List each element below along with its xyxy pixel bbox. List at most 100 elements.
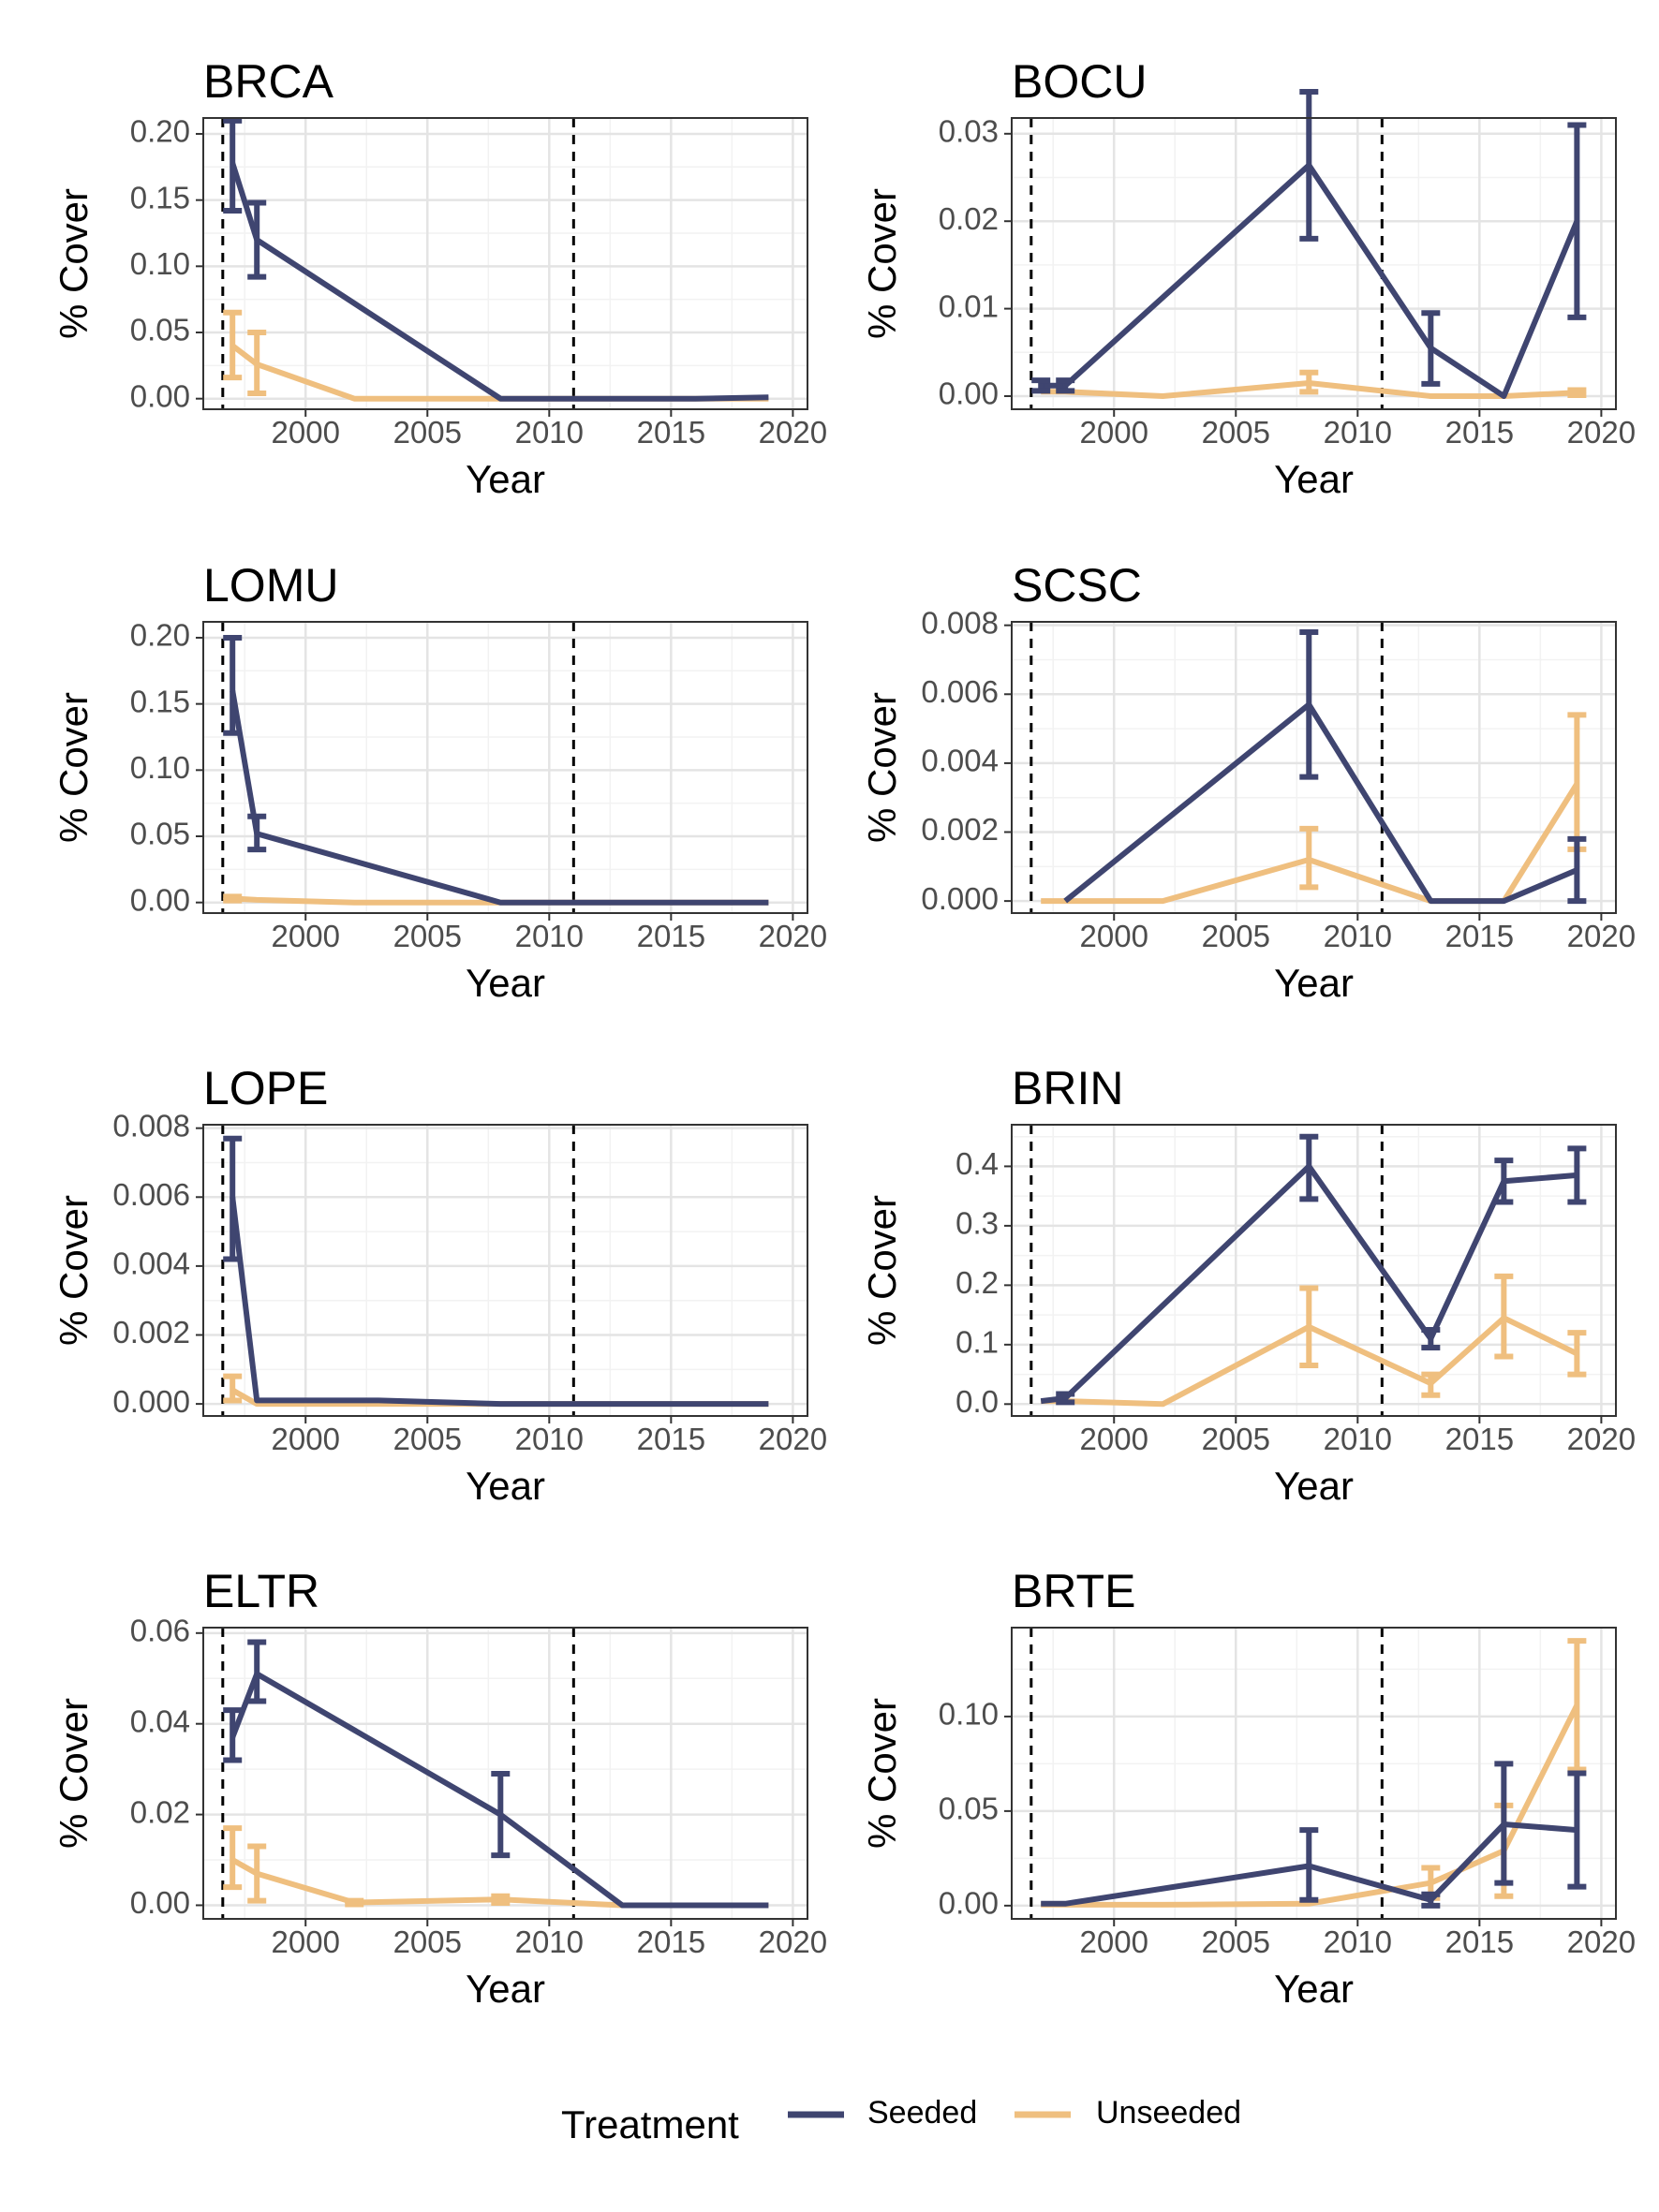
panel-border <box>202 621 808 914</box>
x-tick-label: 2010 <box>1324 415 1392 450</box>
x-tick-label: 2000 <box>1080 1924 1148 1959</box>
x-tick-label: 2000 <box>272 1924 340 1959</box>
x-tick-label: 2010 <box>515 1924 584 1959</box>
y-axis-title: % Cover <box>860 692 904 843</box>
panel-title: BOCU <box>1012 55 1147 108</box>
x-axis-title: Year <box>466 1967 545 2011</box>
x-tick-label: 2005 <box>1202 415 1270 450</box>
x-tick-label: 2015 <box>637 415 705 450</box>
y-tick-label: 0.01 <box>939 288 999 323</box>
x-tick-label: 2015 <box>637 1422 705 1456</box>
series-line-seeded <box>230 1671 769 1909</box>
x-tick-label: 2000 <box>272 415 340 450</box>
panel-title: BRTE <box>1012 1565 1135 1617</box>
x-tick-label: 2000 <box>1080 415 1148 450</box>
y-tick-label: 0.10 <box>939 1697 999 1732</box>
y-axis-title: % Cover <box>52 188 96 339</box>
y-tick-label: 0.04 <box>130 1703 190 1738</box>
x-tick-label: 2005 <box>393 1924 462 1959</box>
y-tick-label: 0.00 <box>939 1886 999 1921</box>
y-tick-label: 0.00 <box>130 378 190 413</box>
y-axis-title: % Cover <box>860 1698 904 1849</box>
x-axis-title: Year <box>1274 961 1354 1005</box>
x-tick-label: 2020 <box>1567 919 1636 953</box>
panel-brin: 2000 2005 2010 2015 2020 0.0 0.1 0.2 0.3 0.4 BRIN Y… <box>860 1062 1636 1508</box>
y-tick-label: 0.05 <box>130 817 190 851</box>
y-tick-label: 0.15 <box>130 180 190 214</box>
series-line-seeded <box>230 162 769 402</box>
legend-item-seeded: Seeded <box>788 2095 977 2131</box>
y-tick-label: 0.00 <box>939 376 999 411</box>
x-tick-label: 2000 <box>1080 919 1148 953</box>
x-tick-label: 2000 <box>1080 1422 1148 1456</box>
y-tick-label: 0.20 <box>130 114 190 149</box>
legend: Treatment Seeded Unseeded <box>561 2095 1241 2146</box>
x-tick-label: 2010 <box>515 415 584 450</box>
panel-title: BRCA <box>203 55 334 108</box>
x-tick-label: 2010 <box>1324 1422 1392 1456</box>
panel-title: SCSC <box>1012 559 1142 612</box>
legend-title: Treatment <box>561 2102 739 2146</box>
x-tick-label: 2015 <box>637 919 705 953</box>
y-tick-label: 0.004 <box>921 744 999 778</box>
x-axis-title: Year <box>466 961 545 1005</box>
y-tick-label: 0.004 <box>112 1246 190 1281</box>
panel-border <box>1011 621 1617 914</box>
x-tick-label: 2000 <box>272 1422 340 1456</box>
x-axis-title: Year <box>466 1464 545 1508</box>
x-tick-label: 2005 <box>1202 919 1270 953</box>
y-tick-label: 0.002 <box>921 812 999 847</box>
plot-background <box>1012 1628 1616 1919</box>
x-axis-title: Year <box>1274 1967 1354 2011</box>
y-tick-label: 0.00 <box>130 882 190 917</box>
y-tick-label: 0.3 <box>955 1206 999 1241</box>
y-tick-label: 0.006 <box>921 674 999 709</box>
panel-brca: 2000 2005 2010 2015 2020 0.00 0.05 0.10 0.15 0.20… <box>52 55 827 501</box>
y-tick-label: 0.000 <box>112 1384 190 1419</box>
panel-title: ELTR <box>203 1565 319 1617</box>
x-tick-label: 2020 <box>1567 1422 1636 1456</box>
x-tick-label: 2015 <box>637 1924 705 1959</box>
x-tick-label: 2010 <box>515 919 584 953</box>
panel-title: LOMU <box>203 559 338 612</box>
y-tick-label: 0.20 <box>130 618 190 653</box>
y-axis-title: % Cover <box>860 188 904 339</box>
panel-border <box>1011 117 1617 410</box>
x-tick-label: 2010 <box>1324 919 1392 953</box>
panel-brte: 2000 2005 2010 2015 2020 0.00 0.05 0.10 BRTE Year… <box>860 1565 1636 2011</box>
panel-border <box>202 117 808 410</box>
x-tick-label: 2020 <box>759 919 827 953</box>
y-tick-label: 0.02 <box>130 1794 190 1829</box>
y-tick-label: 0.008 <box>112 1108 190 1143</box>
x-tick-label: 2005 <box>393 919 462 953</box>
panel-bocu: 2000 2005 2010 2015 2020 0.00 0.01 0.02 0.03 BOCU… <box>860 55 1636 501</box>
y-tick-label: 0.10 <box>130 246 190 281</box>
legend-label-unseeded: Unseeded <box>1096 2095 1241 2131</box>
plot-background <box>1012 118 1616 409</box>
x-axis-title: Year <box>1274 1464 1354 1508</box>
y-tick-label: 0.03 <box>939 114 999 149</box>
series-line-seeded <box>1063 701 1578 905</box>
x-tick-label: 2005 <box>393 1422 462 1456</box>
panel-border <box>202 1627 808 1920</box>
y-tick-label: 0.05 <box>130 313 190 347</box>
x-tick-label: 2015 <box>1445 415 1514 450</box>
plot-background <box>203 1125 807 1416</box>
panel-eltr: 2000 2005 2010 2015 2020 0.00 0.02 0.04 0.06 ELTR… <box>52 1565 827 2011</box>
x-tick-label: 2005 <box>393 415 462 450</box>
y-tick-label: 0.4 <box>955 1146 999 1181</box>
panel-lope: 2000 2005 2010 2015 2020 0.000 0.002 0.004 0.006… <box>52 1062 827 1508</box>
x-tick-label: 2010 <box>1324 1924 1392 1959</box>
y-tick-label: 0.02 <box>939 201 999 236</box>
panel-lomu: 2000 2005 2010 2015 2020 0.00 0.05 0.10 0.15 0.20… <box>52 559 827 1005</box>
y-tick-label: 0.06 <box>130 1614 190 1648</box>
series-line-seeded <box>230 1196 769 1408</box>
legend-item-unseeded: Unseeded <box>1015 2095 1241 2131</box>
x-tick-label: 2020 <box>759 1924 827 1959</box>
x-tick-label: 2020 <box>759 415 827 450</box>
panel-title: LOPE <box>203 1062 328 1114</box>
x-tick-label: 2020 <box>1567 1924 1636 1959</box>
y-tick-label: 0.008 <box>921 605 999 640</box>
y-tick-label: 0.10 <box>130 750 190 785</box>
